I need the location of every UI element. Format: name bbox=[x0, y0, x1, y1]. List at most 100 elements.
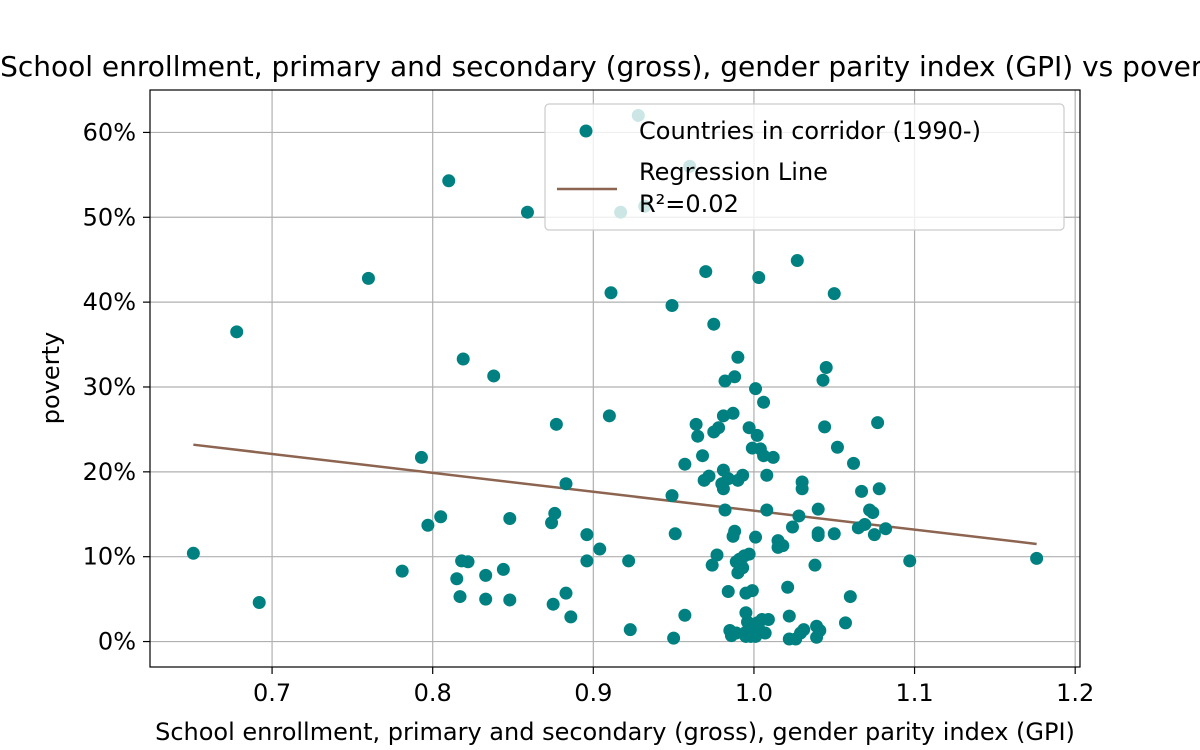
data-point bbox=[712, 421, 726, 435]
data-point bbox=[414, 450, 428, 464]
data-point bbox=[819, 360, 833, 374]
data-point bbox=[442, 174, 456, 188]
data-point bbox=[757, 395, 771, 409]
data-point bbox=[830, 440, 844, 454]
data-point bbox=[726, 406, 740, 420]
data-point bbox=[797, 623, 811, 637]
data-point bbox=[855, 484, 869, 498]
x-axis-ticks: 0.7 0.8 0.9 1.0 1.1 1.2 bbox=[253, 667, 1094, 707]
data-point bbox=[707, 317, 721, 331]
x-tick-label: 1.2 bbox=[1056, 679, 1094, 707]
data-point bbox=[696, 449, 710, 463]
data-point bbox=[843, 590, 857, 604]
data-point bbox=[785, 520, 799, 534]
data-point bbox=[736, 468, 750, 482]
data-point bbox=[716, 482, 730, 496]
data-point bbox=[548, 506, 562, 520]
data-point bbox=[813, 624, 827, 638]
data-point bbox=[903, 554, 917, 568]
data-point bbox=[745, 584, 759, 598]
data-point bbox=[760, 468, 774, 482]
y-axis-label: poverty bbox=[37, 332, 65, 424]
plot-area-frame bbox=[149, 89, 1081, 668]
legend-label-countries: Countries in corridor (1990-) bbox=[639, 117, 981, 145]
data-point bbox=[593, 542, 607, 556]
data-point bbox=[503, 512, 517, 526]
y-tick-label: 50% bbox=[83, 203, 136, 231]
data-point bbox=[761, 612, 775, 626]
data-point bbox=[742, 547, 756, 561]
data-point bbox=[790, 254, 804, 268]
data-point bbox=[749, 530, 763, 544]
data-point bbox=[811, 502, 825, 516]
data-point bbox=[559, 586, 573, 600]
data-point bbox=[866, 506, 880, 520]
data-point bbox=[757, 449, 771, 463]
data-point bbox=[699, 265, 713, 279]
data-point bbox=[678, 608, 692, 622]
legend-marker-countries bbox=[579, 124, 593, 138]
data-point bbox=[710, 548, 724, 562]
data-point bbox=[728, 524, 742, 538]
data-point bbox=[602, 409, 616, 423]
data-point bbox=[496, 562, 510, 576]
data-point bbox=[872, 482, 886, 496]
data-point bbox=[816, 373, 830, 387]
data-point bbox=[487, 369, 501, 383]
data-point bbox=[758, 626, 772, 640]
x-tick-label: 0.8 bbox=[414, 679, 452, 707]
data-point bbox=[871, 416, 885, 430]
data-point bbox=[252, 596, 266, 610]
data-point bbox=[546, 597, 560, 611]
data-point bbox=[361, 271, 375, 285]
x-axis-label: School enrollment, primary and secondary… bbox=[155, 718, 1075, 746]
data-point bbox=[858, 517, 872, 531]
data-point bbox=[230, 325, 244, 339]
data-point bbox=[186, 546, 200, 560]
data-point bbox=[668, 527, 682, 541]
data-point bbox=[520, 205, 534, 219]
data-point bbox=[604, 286, 618, 300]
data-point bbox=[479, 592, 493, 606]
data-point bbox=[818, 420, 832, 434]
legend-label-regression: Regression Line bbox=[639, 158, 828, 186]
data-point bbox=[750, 428, 764, 442]
data-point bbox=[564, 610, 578, 624]
legend-label-r-squared: R²=0.02 bbox=[639, 190, 739, 218]
data-point bbox=[665, 489, 679, 503]
data-point bbox=[421, 518, 435, 532]
data-point bbox=[760, 503, 774, 517]
y-tick-label: 60% bbox=[83, 118, 136, 146]
data-point bbox=[456, 352, 470, 366]
chart-title: School enrollment, primary and secondary… bbox=[0, 50, 1200, 83]
data-point bbox=[461, 555, 475, 569]
data-point bbox=[792, 509, 806, 523]
data-point bbox=[689, 417, 703, 431]
points-layer bbox=[186, 108, 1044, 646]
data-point bbox=[721, 472, 735, 486]
data-point bbox=[867, 528, 881, 542]
data-point bbox=[450, 572, 464, 586]
data-point bbox=[776, 539, 790, 553]
x-tick-label: 1.0 bbox=[735, 679, 773, 707]
regression-line bbox=[193, 443, 1037, 546]
data-point bbox=[795, 475, 809, 489]
data-point bbox=[721, 584, 735, 598]
data-point bbox=[667, 631, 681, 645]
y-tick-label: 30% bbox=[83, 373, 136, 401]
x-tick-label: 0.9 bbox=[574, 679, 612, 707]
data-point bbox=[559, 477, 573, 491]
data-point bbox=[766, 450, 780, 464]
data-point bbox=[623, 623, 637, 637]
y-tick-label: 0% bbox=[98, 628, 136, 656]
data-point bbox=[702, 469, 716, 483]
data-point bbox=[718, 503, 732, 517]
regression-layer bbox=[193, 443, 1037, 546]
data-point bbox=[752, 271, 766, 285]
y-tick-label: 20% bbox=[83, 458, 136, 486]
x-tick-label: 0.7 bbox=[253, 679, 291, 707]
legend-box bbox=[544, 103, 1065, 231]
data-point bbox=[580, 554, 594, 568]
data-point bbox=[678, 457, 692, 471]
data-point bbox=[395, 564, 409, 578]
